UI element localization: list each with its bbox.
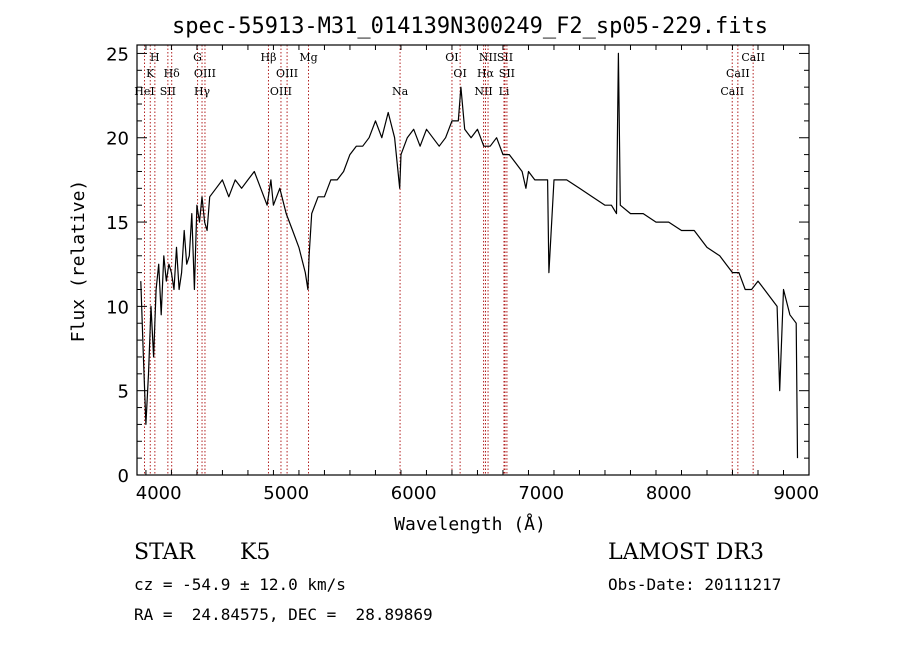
line-marker-label-16: Hα [477, 67, 495, 80]
line-marker-label-2: H [150, 51, 160, 64]
line-marker-label-18: Li [499, 85, 510, 98]
y-tick-label-15: 15 [106, 213, 129, 234]
line-marker-label-20: SII [499, 67, 515, 80]
x-tick-label-9000: 9000 [773, 483, 819, 504]
line-marker-label-9: OIII [270, 85, 292, 98]
redshift-readout: cz = -54.9 ± 12.0 km/s [134, 575, 346, 594]
line-marker-label-14: OI [453, 67, 466, 80]
line-marker-label-10: OIII [276, 67, 298, 80]
spectrum-series [140, 52, 799, 459]
coordinates-readout: RA = 24.84575, DEC = 28.89869 [134, 605, 433, 624]
y-tick-label-5: 5 [118, 382, 129, 403]
line-marker-label-15: NII [474, 85, 492, 98]
line-marker-label-6: Hγ [194, 85, 211, 98]
plot-frame [136, 44, 810, 476]
line-marker-label-23: CaII [741, 51, 765, 64]
spectrum-line-0 [140, 52, 799, 459]
x-tick-label-5000: 5000 [263, 483, 309, 504]
line-marker-label-11: Mg [299, 51, 317, 64]
line-marker-label-12: Na [392, 85, 409, 98]
line-marker-label-0: HeI [134, 85, 154, 98]
line-marker-label-22: CaII [726, 67, 750, 80]
chart-title: spec-55913-M31_014139N300249_F2_sp05-229… [172, 14, 768, 39]
y-axis-label: Flux (relative) [68, 180, 89, 343]
plot-axes: 4000 5000 6000 7000 8000 9000 0 5 10 15 20 25 [106, 44, 819, 504]
x-axis-label: Wavelength (Å) [394, 513, 546, 535]
object-type: STAR [134, 540, 195, 565]
line-marker-label-4: Hδ [164, 67, 181, 80]
x-tick-label-7000: 7000 [518, 483, 564, 504]
line-marker-label-5: G [193, 51, 202, 64]
x-tick-label-4000: 4000 [136, 483, 182, 504]
line-marker-label-1: K [146, 67, 155, 80]
spectral-subclass: K5 [240, 540, 271, 565]
x-tick-label-6000: 6000 [391, 483, 437, 504]
x-tick-label-8000: 8000 [646, 483, 692, 504]
line-marker-label-7: OIII [194, 67, 216, 80]
y-tick-label-10: 10 [106, 297, 129, 318]
line-marker-label-3: SII [160, 85, 176, 98]
line-markers: HeIKHSIIHδGHγOIIIHβOIIIOIIIMgNaOIOINIIHα… [134, 45, 765, 475]
y-tick-label-0: 0 [118, 466, 129, 487]
line-marker-label-8: Hβ [260, 51, 276, 64]
line-marker-label-17: NII [479, 51, 497, 64]
y-tick-label-25: 25 [106, 44, 129, 65]
line-marker-label-19: SII [497, 51, 513, 64]
survey-label: LAMOST DR3 [608, 540, 764, 565]
obs-date-readout: Obs-Date: 20111217 [608, 575, 782, 594]
line-marker-label-21: CaII [720, 85, 744, 98]
y-tick-label-20: 20 [106, 129, 129, 150]
line-marker-label-13: OI [445, 51, 458, 64]
